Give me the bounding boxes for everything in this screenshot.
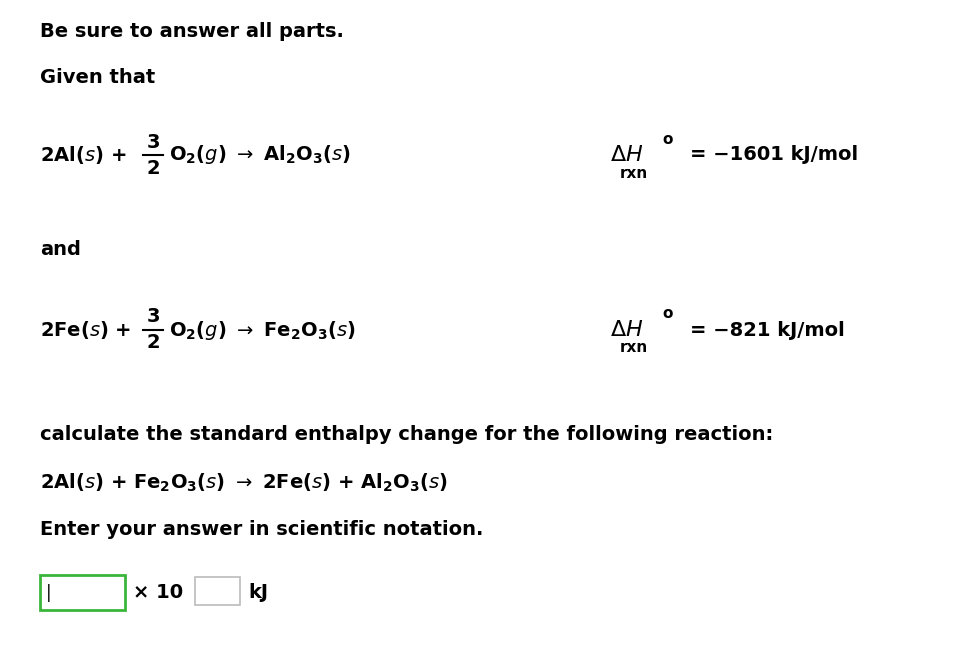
Text: |: | bbox=[46, 583, 52, 602]
Text: Be sure to answer all parts.: Be sure to answer all parts. bbox=[40, 22, 343, 41]
Text: 2Fe($\mathit{s}$) +: 2Fe($\mathit{s}$) + bbox=[40, 319, 133, 341]
Text: Enter your answer in scientific notation.: Enter your answer in scientific notation… bbox=[40, 520, 482, 539]
Text: o: o bbox=[661, 132, 672, 146]
Text: 3: 3 bbox=[146, 308, 160, 326]
Text: × 10: × 10 bbox=[133, 583, 183, 602]
Text: o: o bbox=[661, 307, 672, 322]
Text: 2Al($\mathit{s}$) +: 2Al($\mathit{s}$) + bbox=[40, 144, 129, 166]
Text: kJ: kJ bbox=[248, 583, 268, 602]
Text: 2Al($\mathit{s}$) + Fe$\mathbf{_2}$O$\mathbf{_3}$($\mathit{s}$) $\rightarrow$ 2F: 2Al($\mathit{s}$) + Fe$\mathbf{_2}$O$\ma… bbox=[40, 472, 447, 495]
Text: = −821 kJ/mol: = −821 kJ/mol bbox=[689, 320, 844, 340]
Text: 2: 2 bbox=[146, 158, 160, 177]
Text: calculate the standard enthalpy change for the following reaction:: calculate the standard enthalpy change f… bbox=[40, 425, 773, 444]
Text: 3: 3 bbox=[146, 132, 160, 152]
Text: rxn: rxn bbox=[619, 166, 648, 181]
Text: O$\mathbf{_2}$($\mathit{g}$) $\rightarrow$ Fe$\mathbf{_2}$O$\mathbf{_3}$($\mathi: O$\mathbf{_2}$($\mathit{g}$) $\rightarro… bbox=[169, 318, 355, 342]
Text: and: and bbox=[40, 240, 81, 259]
Text: $\Delta H$: $\Delta H$ bbox=[609, 320, 643, 340]
Text: = −1601 kJ/mol: = −1601 kJ/mol bbox=[689, 146, 857, 164]
Text: O$\mathbf{_2}$($\mathit{g}$) $\rightarrow$ Al$\mathbf{_2}$O$\mathbf{_3}$($\mathi: O$\mathbf{_2}$($\mathit{g}$) $\rightarro… bbox=[169, 144, 351, 167]
Text: 2: 2 bbox=[146, 334, 160, 352]
Text: rxn: rxn bbox=[619, 340, 648, 355]
Text: Given that: Given that bbox=[40, 68, 155, 87]
Text: $\Delta H$: $\Delta H$ bbox=[609, 145, 643, 165]
